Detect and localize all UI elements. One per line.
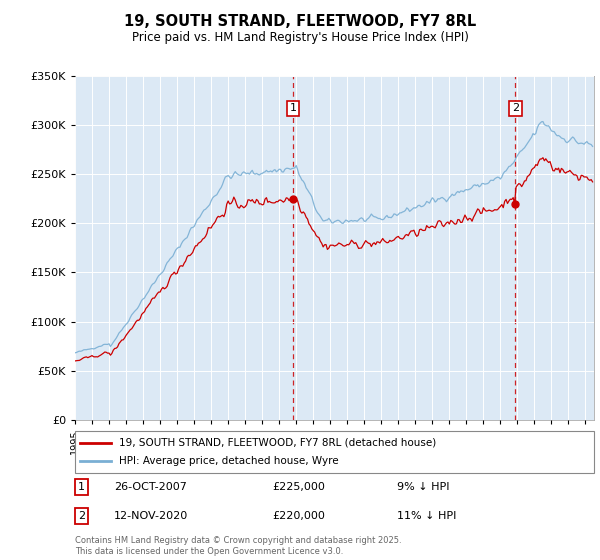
Text: 11% ↓ HPI: 11% ↓ HPI — [397, 511, 456, 521]
Text: 1: 1 — [290, 103, 296, 113]
Text: 19, SOUTH STRAND, FLEETWOOD, FY7 8RL (detached house): 19, SOUTH STRAND, FLEETWOOD, FY7 8RL (de… — [119, 438, 436, 448]
Text: £220,000: £220,000 — [272, 511, 325, 521]
Text: 19, SOUTH STRAND, FLEETWOOD, FY7 8RL: 19, SOUTH STRAND, FLEETWOOD, FY7 8RL — [124, 14, 476, 29]
Text: 2: 2 — [512, 103, 519, 113]
Text: HPI: Average price, detached house, Wyre: HPI: Average price, detached house, Wyre — [119, 456, 339, 466]
Text: 12-NOV-2020: 12-NOV-2020 — [114, 511, 188, 521]
Text: Contains HM Land Registry data © Crown copyright and database right 2025.
This d: Contains HM Land Registry data © Crown c… — [75, 536, 401, 556]
Text: 2: 2 — [77, 511, 85, 521]
Text: £225,000: £225,000 — [272, 482, 325, 492]
Text: Price paid vs. HM Land Registry's House Price Index (HPI): Price paid vs. HM Land Registry's House … — [131, 31, 469, 44]
Text: 1: 1 — [78, 482, 85, 492]
FancyBboxPatch shape — [75, 431, 594, 473]
Text: 26-OCT-2007: 26-OCT-2007 — [114, 482, 187, 492]
Text: 9% ↓ HPI: 9% ↓ HPI — [397, 482, 449, 492]
